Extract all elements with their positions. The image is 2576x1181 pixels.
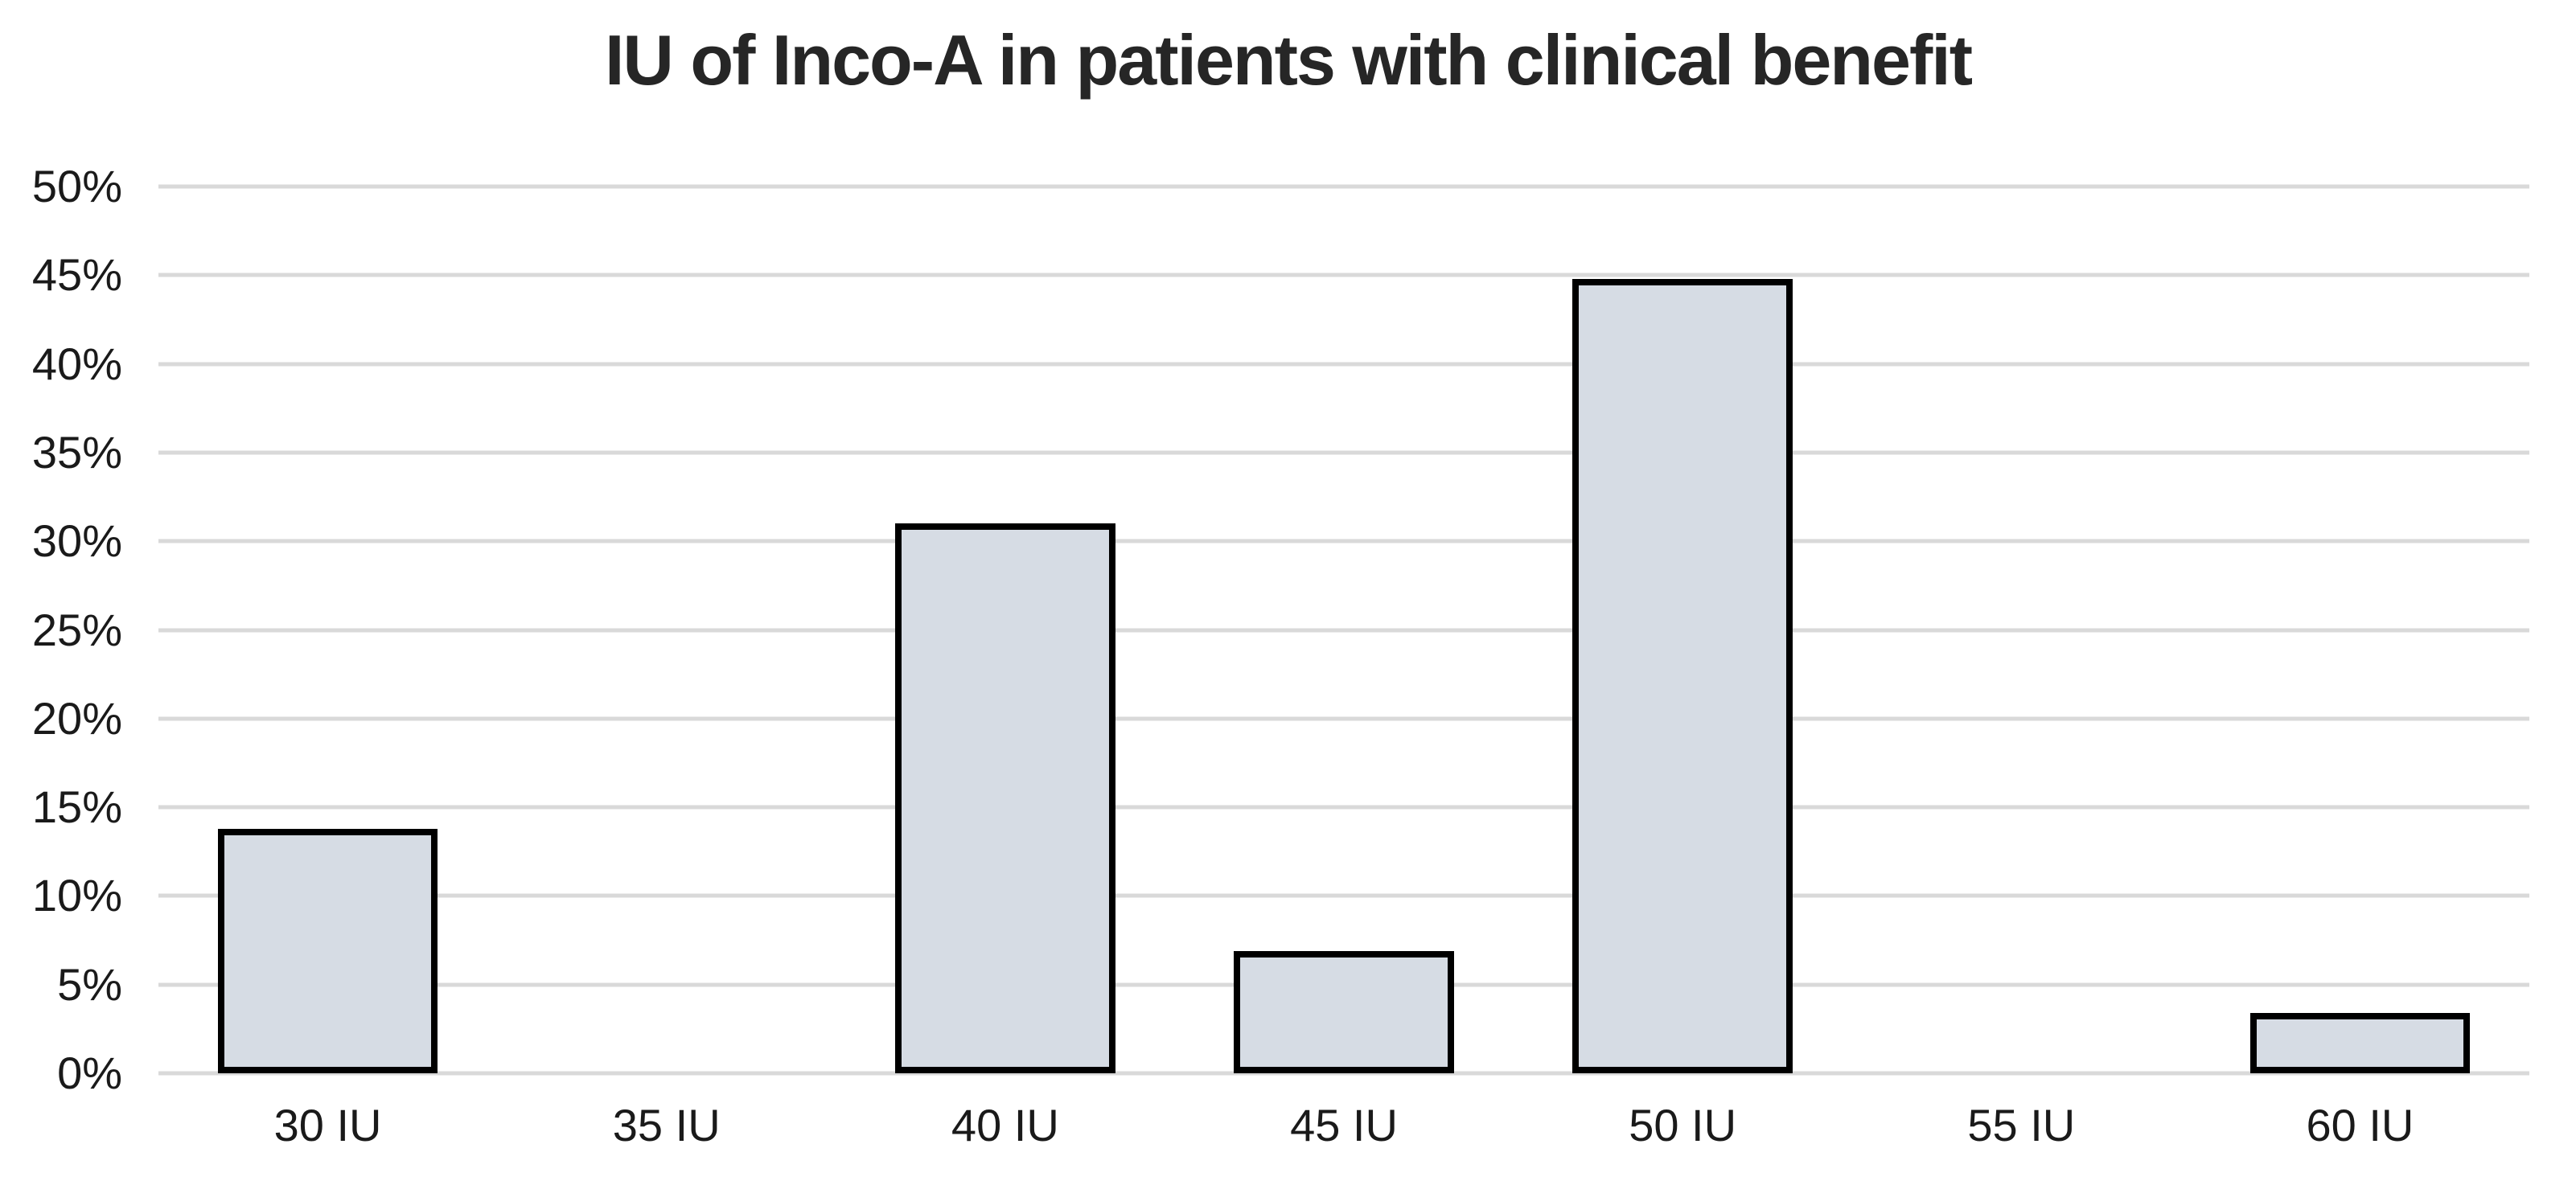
gridline-20 [158, 716, 2529, 721]
y-tick-label-35: 35% [31, 426, 122, 478]
y-tick-label-25: 25% [31, 604, 122, 655]
y-tick-label-10: 10% [31, 870, 122, 921]
x-tick-label-30-iu: 30 IU [273, 1100, 382, 1150]
gridline-40 [158, 362, 2529, 367]
bar-45-iu [1234, 950, 1454, 1073]
x-tick-label-35-iu: 35 IU [612, 1100, 721, 1150]
gridline-0 [158, 1071, 2529, 1076]
x-axis: 30 IU 35 IU 40 IU 45 IU 50 IU 55 IU 60 IU [158, 1103, 2529, 1148]
y-tick-label-45: 45% [31, 249, 122, 301]
gridline-30 [158, 539, 2529, 543]
x-tick-label-55-iu: 55 IU [1967, 1100, 2076, 1150]
y-tick-label-15: 15% [31, 781, 122, 833]
gridline-25 [158, 628, 2529, 632]
y-axis: 0% 5% 10% 15% 20% 25% 30% 35% 40% 45% 50% [0, 164, 122, 1096]
y-tick-label-30: 30% [31, 515, 122, 567]
gridline-35 [158, 450, 2529, 455]
chart-title: IU of Inco-A in patients with clinical b… [604, 20, 1973, 100]
x-tick-label-50-iu: 50 IU [1629, 1100, 1737, 1150]
bar-40-iu [894, 523, 1115, 1073]
bar-60-iu [2249, 1013, 2471, 1073]
gridline-15 [158, 805, 2529, 810]
y-tick-label-20: 20% [31, 692, 122, 744]
y-tick-label-0: 0% [57, 1048, 122, 1098]
y-tick-label-5: 5% [57, 958, 122, 1010]
x-tick-label-40-iu: 40 IU [951, 1100, 1059, 1150]
bar-50-iu [1572, 278, 1793, 1073]
y-tick-label-50: 50% [31, 161, 122, 211]
y-tick-label-40: 40% [31, 338, 122, 389]
x-tick-label-45-iu: 45 IU [1290, 1100, 1398, 1150]
x-tick-label-60-iu: 60 IU [2306, 1100, 2414, 1150]
bar-30-iu [217, 828, 438, 1073]
gridline-10 [158, 893, 2529, 898]
gridline-50 [158, 184, 2529, 189]
plot-area [158, 184, 2529, 1076]
gridline-45 [158, 273, 2529, 277]
